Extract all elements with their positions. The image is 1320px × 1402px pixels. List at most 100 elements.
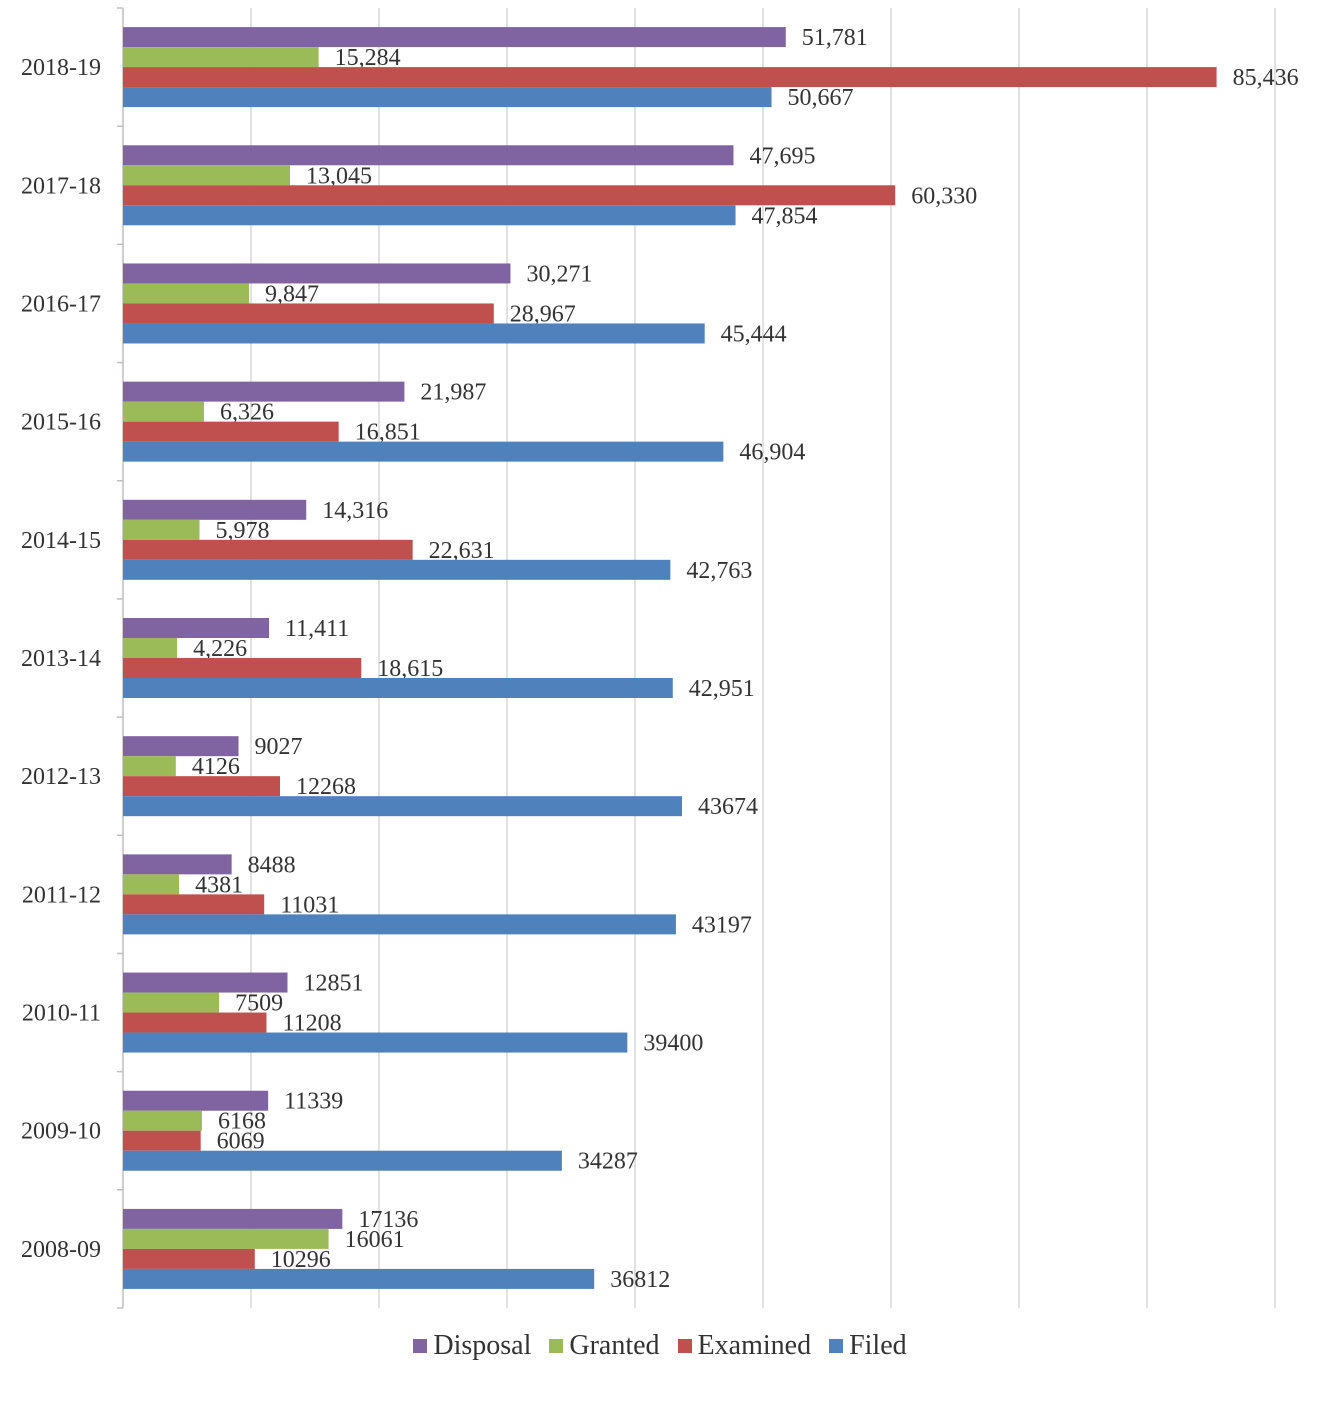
bar-disposal <box>123 27 786 48</box>
data-label: 60,330 <box>911 183 977 209</box>
bar-filed <box>123 1032 628 1053</box>
legend-label: Examined <box>697 1330 812 1361</box>
bar-disposal <box>123 1090 269 1111</box>
data-label: 9027 <box>255 734 303 760</box>
legend-swatch <box>677 1339 692 1353</box>
bar-disposal <box>123 1208 343 1229</box>
bar-granted <box>123 1228 329 1249</box>
data-label: 10296 <box>271 1247 331 1273</box>
bar-examined <box>123 894 265 915</box>
data-label: 16,851 <box>355 420 421 446</box>
bar-granted <box>123 401 204 422</box>
data-label: 6,326 <box>220 400 274 426</box>
bar-examined <box>123 658 362 678</box>
data-label: 50,667 <box>788 85 854 111</box>
data-label: 11,411 <box>285 616 349 642</box>
bar-examined <box>123 303 494 324</box>
data-label: 6168 <box>218 1109 266 1135</box>
category-label: 2014-15 <box>21 528 101 554</box>
category-label: 2016-17 <box>21 291 101 317</box>
category-label: 2013-14 <box>21 646 101 672</box>
category-label: 2015-16 <box>21 410 101 436</box>
data-label: 42,951 <box>689 676 755 702</box>
data-label: 39400 <box>643 1031 703 1057</box>
data-label: 47,695 <box>749 143 815 169</box>
bar-filed <box>123 323 705 344</box>
bar-disposal <box>123 972 288 993</box>
category-label: 2017-18 <box>21 173 101 199</box>
data-label: 5,978 <box>216 518 270 544</box>
legend-swatch <box>413 1339 428 1353</box>
data-label: 7509 <box>235 991 283 1017</box>
bar-filed <box>123 441 724 462</box>
legend-item-examined: Examined <box>677 1330 812 1362</box>
bar-disposal <box>123 263 511 284</box>
bar-examined <box>123 1130 201 1151</box>
bar-granted <box>123 1110 202 1131</box>
bar-filed <box>123 678 673 698</box>
bar-chart: 0100002000030000400005000060000700008000… <box>21 7 1303 1357</box>
data-label: 4,226 <box>193 636 247 662</box>
data-label: 9,847 <box>265 281 319 307</box>
data-label: 6069 <box>217 1129 265 1155</box>
data-label: 47,854 <box>752 203 818 229</box>
legend-swatch <box>549 1339 564 1353</box>
category-label: 2011-12 <box>22 882 101 908</box>
category-label: 2009-10 <box>21 1119 101 1145</box>
bar-filed <box>123 1268 595 1289</box>
bar-filed <box>123 559 671 580</box>
bar-disposal <box>123 854 232 875</box>
category-label: 2010-11 <box>22 1001 101 1027</box>
bar-granted <box>123 756 176 777</box>
legend-swatch <box>829 1339 844 1353</box>
bar-filed <box>123 796 683 817</box>
data-label: 11208 <box>282 1011 341 1037</box>
data-label: 43197 <box>692 912 752 938</box>
category-label: 2012-13 <box>21 764 101 790</box>
bar-disposal <box>123 736 239 757</box>
legend-label: Granted <box>569 1330 660 1361</box>
bar-granted <box>123 874 180 895</box>
data-label: 14,316 <box>322 498 388 524</box>
legend-item-granted: Granted <box>549 1330 660 1362</box>
legend-item-filed: Filed <box>829 1330 907 1362</box>
bar-disposal <box>123 381 405 402</box>
bar-examined <box>123 1248 255 1269</box>
bar-examined <box>123 421 339 442</box>
legend-label: Filed <box>849 1330 907 1361</box>
bar-granted <box>123 992 220 1013</box>
data-label: 46,904 <box>739 440 805 466</box>
bar-disposal <box>123 618 270 638</box>
bar-granted <box>123 519 200 540</box>
data-label: 4126 <box>192 754 240 780</box>
data-label: 30,271 <box>526 261 592 287</box>
data-label: 12851 <box>303 971 363 997</box>
data-label: 11339 <box>284 1089 343 1115</box>
bar-granted <box>123 283 250 304</box>
bar-disposal <box>123 145 734 166</box>
data-label: 51,781 <box>802 25 868 51</box>
bar-granted <box>123 165 290 186</box>
data-label: 8488 <box>248 852 296 878</box>
data-label: 12268 <box>296 774 356 800</box>
bar-examined <box>123 539 413 560</box>
bar-examined <box>123 67 1217 88</box>
data-label: 17136 <box>358 1207 418 1233</box>
data-label: 4381 <box>195 872 243 898</box>
data-label: 43674 <box>698 794 758 820</box>
data-label: 16061 <box>345 1227 405 1253</box>
bar-granted <box>123 638 178 658</box>
data-label: 21,987 <box>420 380 486 406</box>
category-label: 2018-19 <box>21 55 101 81</box>
data-label: 18,615 <box>377 656 443 682</box>
data-label: 34287 <box>578 1149 638 1175</box>
data-label: 11031 <box>280 892 339 918</box>
data-label: 28,967 <box>510 301 576 327</box>
bar-disposal <box>123 499 307 520</box>
bar-examined <box>123 776 281 797</box>
data-label: 13,045 <box>306 163 372 189</box>
bar-filed <box>123 87 772 108</box>
data-label: 15,284 <box>335 45 401 71</box>
bar-filed <box>123 914 676 935</box>
